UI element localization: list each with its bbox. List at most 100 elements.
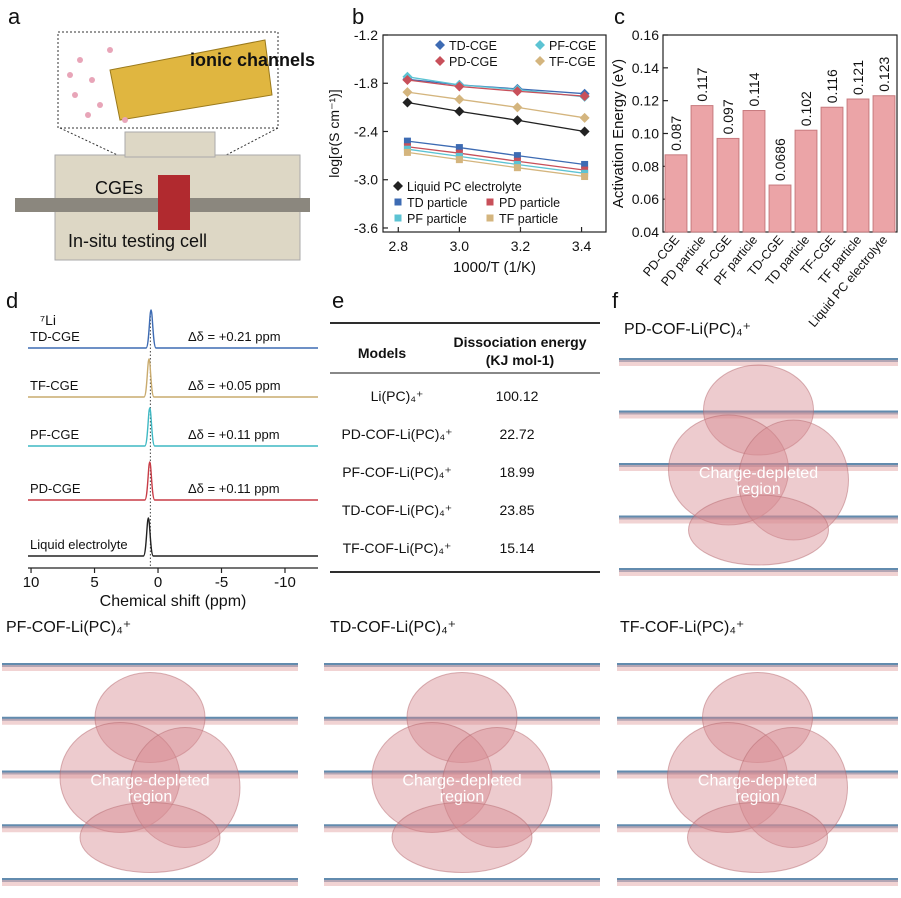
legend-marker xyxy=(435,56,445,66)
x-tick-label: 5 xyxy=(90,574,98,591)
nucleus-label: ⁷Li xyxy=(40,312,56,328)
spectrum xyxy=(28,407,318,447)
marker xyxy=(455,144,463,152)
spectrum xyxy=(28,309,318,349)
bar xyxy=(872,95,896,233)
series-line xyxy=(407,79,585,97)
y-tick-label: 0.06 xyxy=(632,191,659,207)
series-label: Liquid electrolyte xyxy=(30,537,128,552)
y-tick-label: 0.12 xyxy=(632,93,659,109)
bar xyxy=(664,154,688,233)
y-tick-label: 0.08 xyxy=(632,158,659,174)
table-cell: 18.99 xyxy=(499,464,534,480)
x-tick-label: 3.4 xyxy=(572,238,592,254)
legend-marker xyxy=(394,214,402,222)
legend-marker xyxy=(535,40,545,50)
spectrum xyxy=(28,517,318,557)
marker xyxy=(403,148,411,156)
marker xyxy=(454,81,465,92)
x-tick-label: 3.0 xyxy=(450,238,470,254)
charge-cloud xyxy=(737,727,848,848)
rendering-title: TF-COF-Li(PC)₄⁺ xyxy=(620,619,744,636)
marker xyxy=(455,156,463,164)
bar xyxy=(794,129,818,233)
marker xyxy=(512,86,523,97)
series-line xyxy=(407,148,585,174)
charge-cloud xyxy=(129,727,241,848)
panel-label: b xyxy=(352,4,364,29)
marker xyxy=(581,160,589,168)
series-line xyxy=(407,91,585,119)
x-tick-label: 3.2 xyxy=(511,238,531,254)
legend-marker xyxy=(486,214,494,222)
bar xyxy=(768,184,792,233)
charge-cloud xyxy=(371,722,493,833)
marker xyxy=(402,87,413,98)
charge-cloud xyxy=(738,419,849,541)
y-tick-label: 0.10 xyxy=(632,126,659,142)
y-tick-label: 0.04 xyxy=(632,224,659,240)
region-label: Charge-depleted xyxy=(90,773,209,790)
charge-cloud xyxy=(703,364,814,456)
marker xyxy=(513,164,521,172)
annotation: Δδ = +0.21 ppm xyxy=(188,329,281,344)
legend-label: TF-CGE xyxy=(549,55,596,69)
region-label: region xyxy=(128,789,172,806)
table-header: Dissociation energy xyxy=(453,334,586,350)
marker xyxy=(454,106,465,117)
series-label: PD-CGE xyxy=(30,481,81,496)
y-tick-label: -2.4 xyxy=(354,123,378,139)
value-label: 0.114 xyxy=(746,72,762,106)
series-label: PF-CGE xyxy=(30,427,79,442)
value-label: 0.123 xyxy=(876,56,892,91)
value-label: 0.116 xyxy=(824,69,840,103)
table-cell: TF-COF-Li(PC)₄⁺ xyxy=(343,540,452,556)
legend-marker xyxy=(393,181,403,191)
marker xyxy=(579,91,590,102)
x-tick-label: 10 xyxy=(23,574,40,591)
marker xyxy=(579,126,590,137)
panel-label: d xyxy=(6,288,18,313)
annotation: Δδ = +0.05 ppm xyxy=(188,378,281,393)
series-line xyxy=(407,146,585,171)
region-label: region xyxy=(735,789,779,806)
legend-label: TD-CGE xyxy=(449,39,497,53)
rendering-title: PD-COF-Li(PC)₄⁺ xyxy=(624,321,751,338)
charge-cloud xyxy=(702,672,813,763)
table-cell: TD-COF-Li(PC)₄⁺ xyxy=(342,502,452,518)
y-tick-label: 0.14 xyxy=(632,60,659,76)
charge-cloud xyxy=(687,802,828,873)
legend-label: PF-CGE xyxy=(549,39,596,53)
panel-label: e xyxy=(332,288,344,313)
region-label: region xyxy=(736,481,780,498)
marker xyxy=(512,115,523,126)
table-cell: 23.85 xyxy=(499,502,534,518)
marker xyxy=(579,112,590,123)
x-tick-label: 0 xyxy=(154,574,162,591)
table-cell: 100.12 xyxy=(496,388,539,404)
region-label: Charge-depleted xyxy=(698,773,817,790)
rendering xyxy=(617,663,898,886)
legend-label: PD particle xyxy=(499,196,560,210)
label: ionic channels xyxy=(190,50,315,70)
legend-label: PF particle xyxy=(407,212,467,226)
y-tick-label: -3.6 xyxy=(354,220,378,236)
y-tick-label: -1.8 xyxy=(354,75,378,91)
charge-cloud xyxy=(94,672,206,763)
series-label: TD-CGE xyxy=(30,329,80,344)
bar xyxy=(846,98,870,233)
charge-cloud xyxy=(406,672,518,763)
series-line xyxy=(407,101,585,133)
region-label: region xyxy=(440,789,484,806)
value-label: 0.102 xyxy=(798,91,814,126)
legend-marker xyxy=(435,40,445,50)
value-label: 0.087 xyxy=(668,116,684,151)
value-label: 0.097 xyxy=(720,99,736,134)
charge-cloud xyxy=(59,722,181,833)
charge-cloud xyxy=(441,727,553,848)
y-axis-label: log[σ(S cm⁻¹)] xyxy=(326,89,342,177)
rendering-title: PF-COF-Li(PC)₄⁺ xyxy=(6,619,131,636)
charge-cloud xyxy=(688,494,829,566)
series-line xyxy=(407,151,585,178)
